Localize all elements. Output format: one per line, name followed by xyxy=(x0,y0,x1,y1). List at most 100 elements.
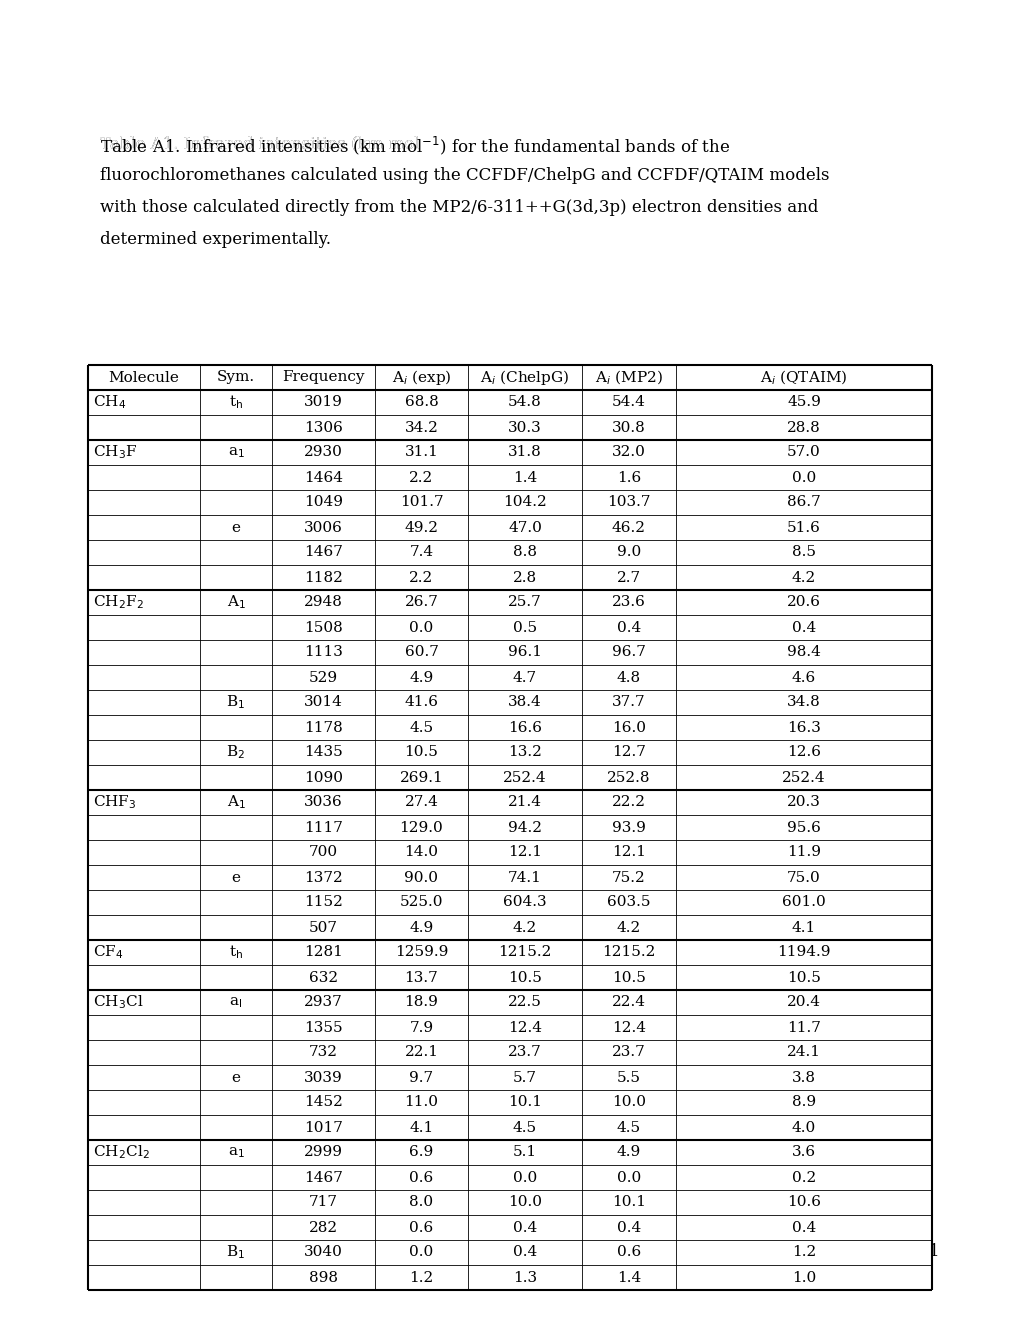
Text: 30.8: 30.8 xyxy=(611,421,645,434)
Text: 1306: 1306 xyxy=(304,421,342,434)
Text: 601.0: 601.0 xyxy=(782,895,825,909)
Text: t$_\mathrm{h}$: t$_\mathrm{h}$ xyxy=(228,393,243,412)
Text: 1452: 1452 xyxy=(304,1096,342,1110)
Text: 0.6: 0.6 xyxy=(409,1221,433,1234)
Text: 93.9: 93.9 xyxy=(611,821,645,834)
Text: 31.1: 31.1 xyxy=(405,446,438,459)
Text: 0.4: 0.4 xyxy=(616,620,641,635)
Text: 23.7: 23.7 xyxy=(611,1045,645,1060)
Text: 26.7: 26.7 xyxy=(405,595,438,610)
Text: 1215.2: 1215.2 xyxy=(602,945,655,960)
Text: 12.4: 12.4 xyxy=(611,1020,645,1035)
Text: 2.7: 2.7 xyxy=(616,570,640,585)
Text: 68.8: 68.8 xyxy=(405,396,438,409)
Text: 1178: 1178 xyxy=(304,721,342,734)
Text: 603.5: 603.5 xyxy=(606,895,650,909)
Text: A$_i$ (QTAIM): A$_i$ (QTAIM) xyxy=(759,368,847,387)
Text: 0.0: 0.0 xyxy=(513,1171,537,1184)
Text: 4.9: 4.9 xyxy=(409,671,433,685)
Text: e: e xyxy=(231,520,240,535)
Text: 34.2: 34.2 xyxy=(405,421,438,434)
Text: 632: 632 xyxy=(309,970,337,985)
Text: 0.0: 0.0 xyxy=(409,620,433,635)
Text: 22.4: 22.4 xyxy=(611,995,645,1010)
Text: 37.7: 37.7 xyxy=(611,696,645,710)
Text: 252.8: 252.8 xyxy=(606,771,650,784)
Text: 2999: 2999 xyxy=(304,1146,342,1159)
Text: CH$_{3}$Cl: CH$_{3}$Cl xyxy=(93,994,144,1011)
Text: 4.7: 4.7 xyxy=(513,671,537,685)
Text: 0.4: 0.4 xyxy=(513,1246,537,1259)
Text: 1.3: 1.3 xyxy=(513,1270,537,1284)
Text: determined experimentally.: determined experimentally. xyxy=(100,231,331,248)
Text: 6.9: 6.9 xyxy=(409,1146,433,1159)
Text: 2.8: 2.8 xyxy=(513,570,537,585)
Text: 54.8: 54.8 xyxy=(507,396,541,409)
Text: Table A1. Infrared intensities (km mol) for the fundamental bands of the: Table A1. Infrared intensities (km mol) … xyxy=(100,135,708,152)
Text: 1.2: 1.2 xyxy=(791,1246,815,1259)
Text: 1508: 1508 xyxy=(304,620,342,635)
Text: 49.2: 49.2 xyxy=(405,520,438,535)
Text: B$_\mathrm{2}$: B$_\mathrm{2}$ xyxy=(226,743,246,762)
Text: 1.0: 1.0 xyxy=(791,1270,815,1284)
Text: 2937: 2937 xyxy=(304,995,342,1010)
Text: 129.0: 129.0 xyxy=(399,821,443,834)
Text: 1467: 1467 xyxy=(304,1171,342,1184)
Text: 11.7: 11.7 xyxy=(787,1020,820,1035)
Text: 4.1: 4.1 xyxy=(409,1121,433,1134)
Text: 75.2: 75.2 xyxy=(611,870,645,884)
Text: 1194.9: 1194.9 xyxy=(776,945,829,960)
Text: 38.4: 38.4 xyxy=(507,696,541,710)
Text: 10.1: 10.1 xyxy=(611,1196,645,1209)
Text: CH$_{4}$: CH$_{4}$ xyxy=(93,393,126,412)
Text: 1049: 1049 xyxy=(304,495,342,510)
Text: A$_\mathrm{1}$: A$_\mathrm{1}$ xyxy=(226,793,246,812)
Text: 1017: 1017 xyxy=(304,1121,342,1134)
Text: 14.0: 14.0 xyxy=(405,846,438,859)
Text: 47.0: 47.0 xyxy=(507,520,541,535)
Text: 90.0: 90.0 xyxy=(405,870,438,884)
Text: 46.2: 46.2 xyxy=(611,520,645,535)
Text: Frequency: Frequency xyxy=(282,371,365,384)
Text: 10.6: 10.6 xyxy=(787,1196,820,1209)
Text: 4.2: 4.2 xyxy=(513,920,537,935)
Text: 4.9: 4.9 xyxy=(616,1146,641,1159)
Text: 9.7: 9.7 xyxy=(409,1071,433,1085)
Text: 1281: 1281 xyxy=(304,945,342,960)
Text: 101.7: 101.7 xyxy=(399,495,443,510)
Text: 0.4: 0.4 xyxy=(791,620,815,635)
Text: 30.3: 30.3 xyxy=(507,421,541,434)
Text: 54.4: 54.4 xyxy=(611,396,645,409)
Text: 11.9: 11.9 xyxy=(787,846,820,859)
Text: 16.6: 16.6 xyxy=(507,721,541,734)
Text: 8.0: 8.0 xyxy=(409,1196,433,1209)
Text: 10.5: 10.5 xyxy=(507,970,541,985)
Text: 1.6: 1.6 xyxy=(616,470,641,484)
Text: 0.0: 0.0 xyxy=(409,1246,433,1259)
Text: 10.5: 10.5 xyxy=(611,970,645,985)
Text: 1215.2: 1215.2 xyxy=(498,945,551,960)
Text: a$_\mathrm{l}$: a$_\mathrm{l}$ xyxy=(229,995,243,1010)
Text: 529: 529 xyxy=(309,671,337,685)
Text: t$_\mathrm{h}$: t$_\mathrm{h}$ xyxy=(228,944,243,961)
Text: 717: 717 xyxy=(309,1196,337,1209)
Text: 282: 282 xyxy=(309,1221,337,1234)
Text: 98.4: 98.4 xyxy=(787,645,820,660)
Text: 95.6: 95.6 xyxy=(787,821,820,834)
Text: 2930: 2930 xyxy=(304,446,342,459)
Text: 12.4: 12.4 xyxy=(507,1020,541,1035)
Text: 9.0: 9.0 xyxy=(616,545,641,560)
Text: 0.2: 0.2 xyxy=(791,1171,815,1184)
Text: 23.7: 23.7 xyxy=(507,1045,541,1060)
Text: 1: 1 xyxy=(928,1243,940,1261)
Text: 86.7: 86.7 xyxy=(787,495,820,510)
Text: 5.5: 5.5 xyxy=(616,1071,640,1085)
Text: Table A1. Infrared intensities (km mol$^{-1}$) for the fundamental bands of the: Table A1. Infrared intensities (km mol$^… xyxy=(100,135,730,157)
Text: A$_i$ (MP2): A$_i$ (MP2) xyxy=(594,368,662,387)
Text: CH$_{2}$F$_{2}$: CH$_{2}$F$_{2}$ xyxy=(93,594,144,611)
Text: 4.5: 4.5 xyxy=(513,1121,537,1134)
Text: 4.8: 4.8 xyxy=(616,671,640,685)
Text: 22.2: 22.2 xyxy=(611,796,645,809)
Text: 3036: 3036 xyxy=(304,796,342,809)
Text: 16.3: 16.3 xyxy=(787,721,820,734)
